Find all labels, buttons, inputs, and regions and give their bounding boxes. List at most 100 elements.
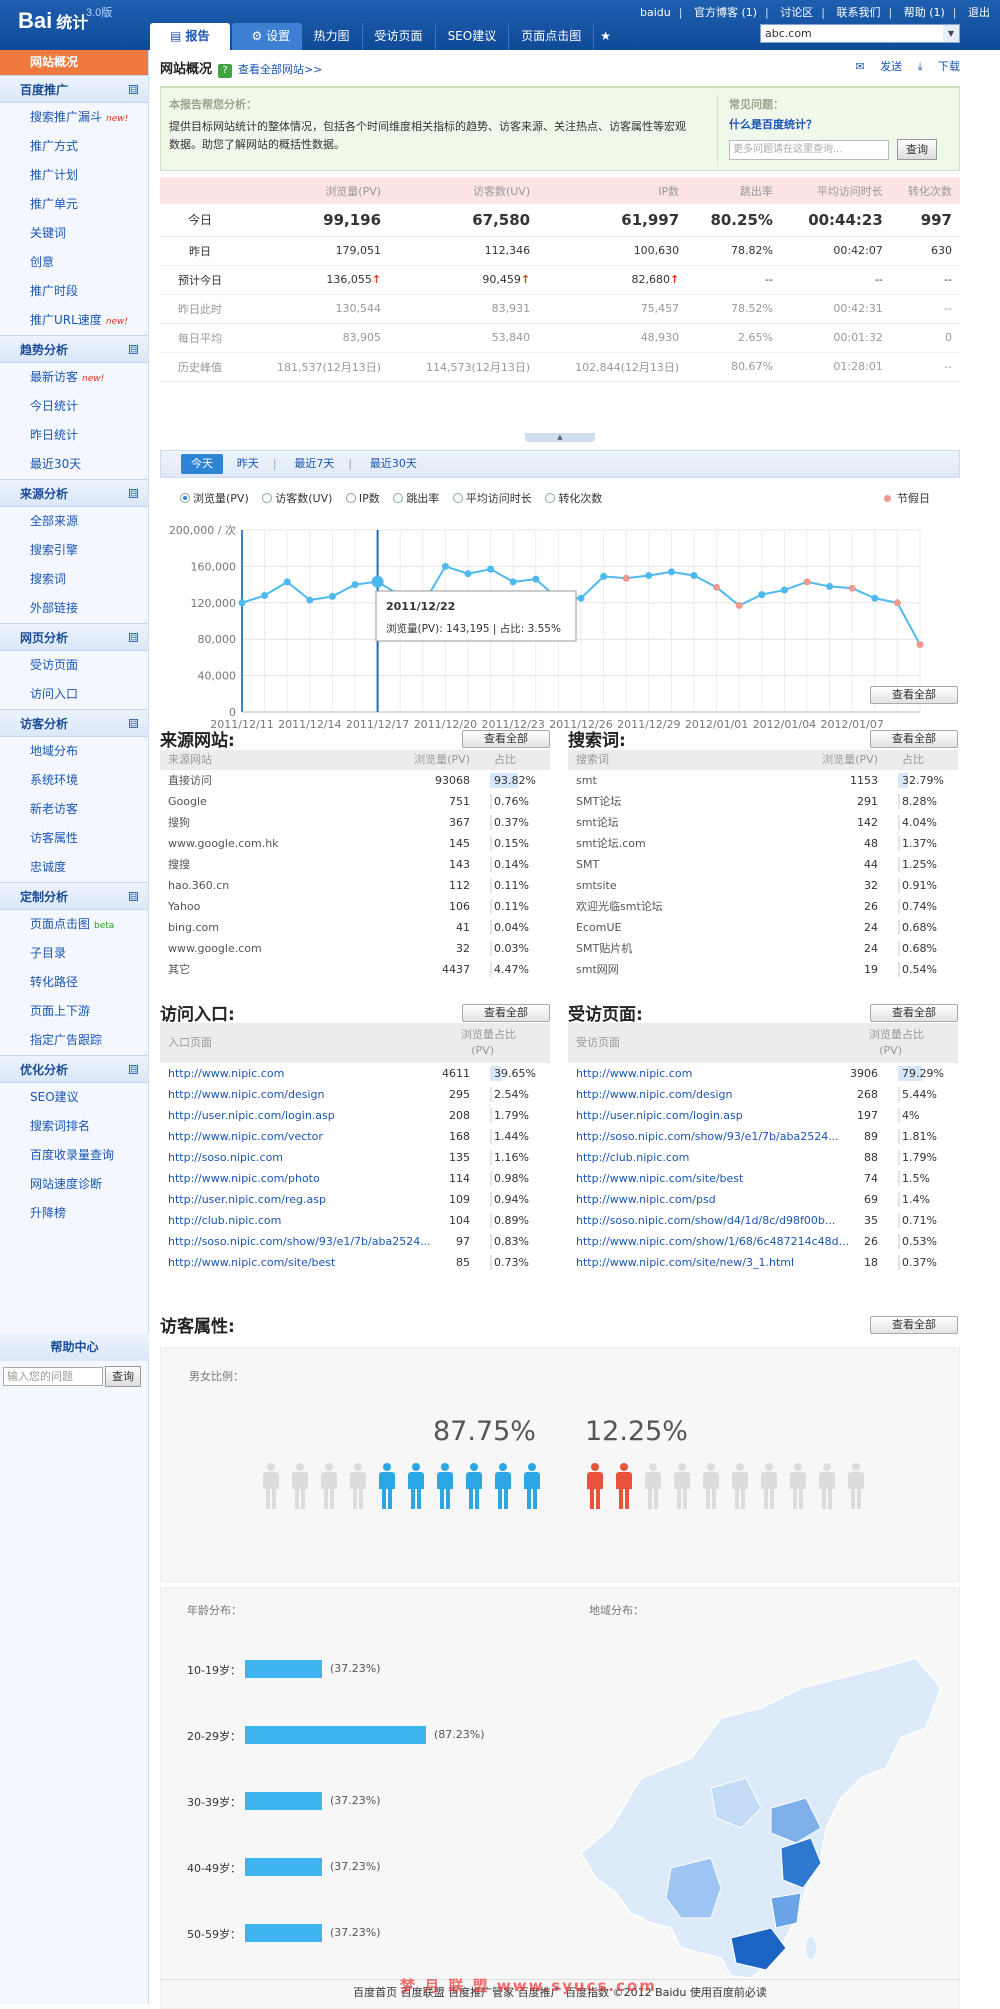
sidebar-item[interactable]: 新老访客 <box>0 795 148 824</box>
help-search-input[interactable]: 输入您的问题 <box>3 1367 103 1386</box>
table-row[interactable]: http://www.nipic.com/vector 168 1.44% <box>160 1126 550 1147</box>
metric-ip[interactable]: IP数 <box>345 490 380 506</box>
sidebar-item[interactable]: 搜索词 <box>0 565 148 594</box>
sidebar-item[interactable]: 推广时段 <box>0 277 148 306</box>
sidebar-item[interactable]: 百度收录量查询 <box>0 1141 148 1170</box>
data-point[interactable] <box>622 574 630 582</box>
table-row[interactable]: smt 1153 32.79% <box>568 770 958 791</box>
entry-view-all-button[interactable]: 查看全部 <box>462 1004 550 1022</box>
sources-view-all-button[interactable]: 查看全部 <box>462 730 550 748</box>
table-row[interactable]: 搜搜 143 0.14% <box>160 854 550 875</box>
sidebar-item[interactable]: 页面点击图 beta <box>0 910 148 939</box>
collapse-icon[interactable]: ⊟ <box>129 489 138 498</box>
data-point[interactable] <box>758 591 766 599</box>
table-row[interactable]: http://soso.nipic.com/show/93/e1/7b/aba2… <box>568 1126 958 1147</box>
sidebar-item-overview[interactable]: 网站概况 <box>0 50 148 75</box>
sidebar-item[interactable]: 最近30天 <box>0 450 148 479</box>
period-7days[interactable]: 最近7天 <box>294 457 335 470</box>
sidebar-item[interactable]: 全部来源 <box>0 507 148 536</box>
table-row[interactable]: hao.360.cn 112 0.11% <box>160 875 550 896</box>
sidebar-item[interactable]: 子目录 <box>0 939 148 968</box>
sidebar-item[interactable]: 搜索推广漏斗 new! <box>0 103 148 132</box>
sidebar-item[interactable]: 访问入口 <box>0 680 148 709</box>
data-point[interactable] <box>848 584 856 592</box>
sidebar-item[interactable]: 访客属性 <box>0 824 148 853</box>
top-link-forum[interactable]: 讨论区 <box>780 6 814 19</box>
baidu-tongji-logo[interactable]: Bai 统计 3.0版 <box>18 7 112 34</box>
table-row[interactable]: http://www.nipic.com 4611 39.65% <box>160 1063 550 1084</box>
tab-click[interactable]: 页面点击图 <box>508 23 593 50</box>
data-point[interactable] <box>690 572 698 579</box>
sidebar-group-5[interactable]: 定制分析 ⊟ <box>0 882 148 910</box>
data-point[interactable] <box>713 583 721 591</box>
data-point[interactable] <box>283 578 291 586</box>
table-row[interactable]: http://www.nipic.com/show/1/68/6c487214c… <box>568 1231 958 1252</box>
table-row[interactable]: www.google.com.hk 145 0.15% <box>160 833 550 854</box>
table-row[interactable]: http://www.nipic.com/site/new/3_1.html 18… <box>568 1252 958 1273</box>
table-row[interactable]: http://user.nipic.com/login.asp 197 4% <box>568 1105 958 1126</box>
trend-chart[interactable]: 0 40,000 80,000 120,000 160,000 200,000 / 次 20… <box>160 514 960 744</box>
sidebar-group-1[interactable]: 趋势分析 ⊟ <box>0 335 148 363</box>
data-point[interactable] <box>261 592 269 600</box>
table-row[interactable]: smt论坛 142 4.04% <box>568 812 958 833</box>
china-region-map[interactable] <box>571 1658 951 1988</box>
table-row[interactable]: smt网网 19 0.54% <box>568 959 958 980</box>
download-button[interactable]: ⤓ 下载 <box>917 60 960 73</box>
sidebar-item[interactable]: 搜索词排名 <box>0 1112 148 1141</box>
table-row[interactable]: http://soso.nipic.com/show/d4/1d/8c/d98f… <box>568 1210 958 1231</box>
sidebar-item[interactable]: 最新访客 new! <box>0 363 148 392</box>
data-point[interactable] <box>371 575 384 588</box>
table-row[interactable]: http://www.nipic.com/design 268 5.44% <box>568 1084 958 1105</box>
table-row[interactable]: http://club.nipic.com 104 0.89% <box>160 1210 550 1231</box>
visitor-view-all-button[interactable]: 查看全部 <box>870 1316 958 1334</box>
age-bar[interactable] <box>245 1792 322 1810</box>
table-row[interactable]: http://user.nipic.com/reg.asp 109 0.94% <box>160 1189 550 1210</box>
help-search-button[interactable]: 查询 <box>105 1366 141 1387</box>
sidebar-item[interactable]: SEO建议 <box>0 1083 148 1112</box>
collapse-icon[interactable]: ⊟ <box>129 633 138 642</box>
faq-search-button[interactable]: 查询 <box>897 139 937 160</box>
sidebar-group-3[interactable]: 网页分析 ⊟ <box>0 623 148 651</box>
table-row[interactable]: smt论坛.com 48 1.37% <box>568 833 958 854</box>
data-point[interactable] <box>509 578 517 586</box>
top-link-baidu[interactable]: baidu <box>640 6 671 19</box>
collapse-icon[interactable]: ⊟ <box>129 345 138 354</box>
sidebar-item[interactable]: 关键词 <box>0 219 148 248</box>
table-row[interactable]: EcomUE 24 0.68% <box>568 917 958 938</box>
top-link-blog[interactable]: 官方博客 (1) <box>693 6 758 19</box>
data-point[interactable] <box>464 570 472 578</box>
age-bar[interactable] <box>245 1924 322 1942</box>
sidebar-item[interactable]: 系统环境 <box>0 766 148 795</box>
table-row[interactable]: 欢迎光临smt论坛 26 0.74% <box>568 896 958 917</box>
collapse-icon[interactable]: ⊟ <box>129 892 138 901</box>
top-link-help[interactable]: 帮助 (1) <box>903 6 945 19</box>
top-link-logout[interactable]: 退出 <box>968 6 990 19</box>
age-bar[interactable] <box>245 1858 322 1876</box>
data-point[interactable] <box>826 582 834 590</box>
all-sites-link[interactable]: 查看全部网站>> <box>238 63 323 76</box>
faq-search-input[interactable]: 更多问题请在这里查询... <box>729 140 889 160</box>
data-point[interactable] <box>351 581 359 589</box>
data-point[interactable] <box>893 599 901 607</box>
tab-report[interactable]: ▤ 报告 <box>150 23 230 50</box>
collapse-icon[interactable]: ⊟ <box>129 719 138 728</box>
sidebar-item[interactable]: 受访页面 <box>0 651 148 680</box>
period-yesterday[interactable]: 昨天 <box>236 457 259 470</box>
data-point[interactable] <box>916 641 924 649</box>
metric-uv[interactable]: 访客数(UV) <box>262 490 332 506</box>
send-button[interactable]: ✉ 发送 <box>855 60 903 73</box>
data-point[interactable] <box>871 594 879 602</box>
tab-settings[interactable]: ⚙ 设置 <box>231 23 302 50</box>
metric-duration[interactable]: 平均访问时长 <box>452 490 532 506</box>
period-today[interactable]: 今天 <box>181 454 223 474</box>
table-row[interactable]: http://www.nipic.com/photo 114 0.98% <box>160 1168 550 1189</box>
sidebar-item[interactable]: 推广URL速度 new! <box>0 306 148 335</box>
data-point[interactable] <box>441 562 449 570</box>
sidebar-item[interactable]: 页面上下游 <box>0 997 148 1026</box>
metric-conversion[interactable]: 转化次数 <box>545 490 602 506</box>
help-icon[interactable]: ? <box>218 64 233 78</box>
sidebar-item[interactable]: 推广单元 <box>0 190 148 219</box>
data-point[interactable] <box>667 568 675 576</box>
collapse-icon[interactable]: ⊟ <box>129 85 138 94</box>
table-row[interactable]: http://user.nipic.com/login.asp 208 1.79% <box>160 1105 550 1126</box>
